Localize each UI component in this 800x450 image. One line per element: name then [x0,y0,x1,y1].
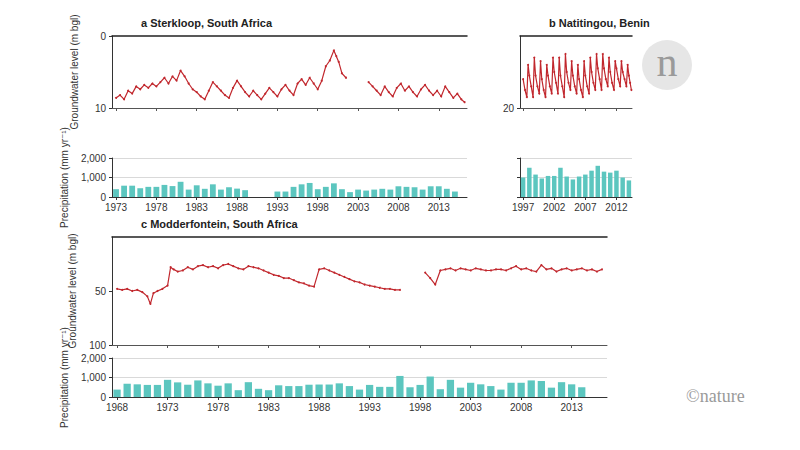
svg-text:2,000: 2,000 [81,153,106,164]
svg-text:Groundwater level (m bgl): Groundwater level (m bgl) [66,233,78,349]
svg-text:b Natitingou, Benin: b Natitingou, Benin [549,17,650,29]
svg-text:Precipitation (mm yr⁻¹): Precipitation (mm yr⁻¹) [59,127,70,228]
svg-text:1983: 1983 [186,202,209,213]
svg-text:1988: 1988 [308,402,331,413]
svg-text:Groundwater level (m bgl): Groundwater level (m bgl) [69,14,80,129]
svg-text:2008: 2008 [387,202,410,213]
svg-text:2002: 2002 [543,202,566,213]
svg-text:2007: 2007 [574,202,597,213]
svg-text:0: 0 [100,31,106,42]
svg-text:2,000: 2,000 [81,353,106,364]
svg-text:2003: 2003 [347,202,370,213]
svg-text:50: 50 [95,286,107,297]
svg-text:1983: 1983 [257,402,280,413]
svg-text:1973: 1973 [105,202,128,213]
svg-text:20: 20 [503,103,515,114]
svg-text:a Sterkloop, South Africa: a Sterkloop, South Africa [141,17,273,29]
svg-text:2013: 2013 [428,202,451,213]
svg-text:2013: 2013 [561,402,584,413]
svg-text:1978: 1978 [207,402,230,413]
svg-text:100: 100 [89,340,106,351]
svg-text:1968: 1968 [106,402,129,413]
svg-text:0: 0 [100,191,106,203]
svg-text:1993: 1993 [266,202,289,213]
svg-text:2012: 2012 [605,202,628,213]
svg-text:1998: 1998 [307,202,330,213]
svg-text:10: 10 [95,103,107,114]
svg-text:1,000: 1,000 [81,372,106,383]
svg-text:2008: 2008 [510,402,533,413]
svg-text:c Modderfontein, South Africa: c Modderfontein, South Africa [141,218,299,230]
svg-text:Precipitation (mm yr⁻¹): Precipitation (mm yr⁻¹) [59,327,70,428]
svg-text:1997: 1997 [512,202,535,213]
svg-text:1993: 1993 [358,402,381,413]
svg-text:1998: 1998 [409,402,432,413]
html-text:©nature: ©nature [686,386,745,406]
svg-text:1978: 1978 [145,202,168,213]
html-text:n: n [656,39,678,85]
svg-text:0: 0 [100,391,106,403]
svg-text:1973: 1973 [156,402,179,413]
svg-text:1,000: 1,000 [81,172,106,183]
svg-text:1988: 1988 [226,202,249,213]
svg-text:2003: 2003 [459,402,482,413]
